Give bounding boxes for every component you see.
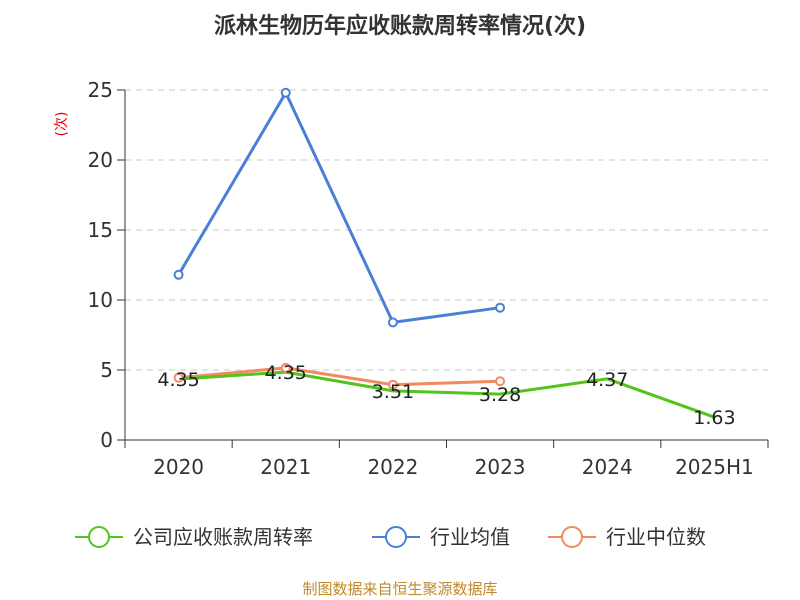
x-tick-label: 2022 xyxy=(367,455,418,479)
grid-lines xyxy=(125,89,768,371)
x-tick-label: 2024 xyxy=(582,455,633,479)
series-line xyxy=(177,91,501,324)
legend-label: 行业中位数 xyxy=(606,525,706,549)
legend-label: 公司应收账款周转率 xyxy=(133,525,313,549)
series-line xyxy=(178,370,715,419)
data-point xyxy=(173,269,184,280)
data-point xyxy=(387,317,398,328)
source-note: 制图数据来自恒生聚源数据库 xyxy=(302,580,497,598)
chart-title: 派林生物历年应收账款周转率情况(次) xyxy=(214,13,586,39)
data-point xyxy=(495,302,506,313)
x-tick-label: 2025H1 xyxy=(675,455,754,479)
data-point xyxy=(495,376,506,387)
data-point xyxy=(280,362,291,373)
x-tick-label: 2023 xyxy=(475,455,526,479)
data-point xyxy=(173,372,184,383)
data-label: 3.28 xyxy=(479,384,521,406)
x-tick-label: 2020 xyxy=(153,455,204,479)
y-tick-label: 15 xyxy=(88,218,113,242)
y-tick-label: 20 xyxy=(88,148,113,172)
y-tick-label: 0 xyxy=(100,428,113,452)
legend-marker xyxy=(88,526,110,548)
y-tick-label: 10 xyxy=(88,288,113,312)
data-label: 4.35 xyxy=(157,369,199,391)
data-label: 4.37 xyxy=(586,369,628,391)
legend-marker xyxy=(385,526,407,548)
legend: 公司应收账款周转率 行业均值 行业中位数 xyxy=(75,525,706,549)
series-lines xyxy=(177,91,715,419)
data-label: 4.35 xyxy=(265,362,307,384)
data-labels: 4.35 4.35 3.51 3.28 4.37 1.63 xyxy=(157,362,735,429)
data-point xyxy=(387,379,398,390)
y-tick-label: 25 xyxy=(88,78,113,102)
series-line xyxy=(178,366,501,387)
y-axis-unit: (次) xyxy=(54,112,70,137)
x-tick-label: 2021 xyxy=(260,455,311,479)
data-label: 3.51 xyxy=(372,381,414,403)
axes: 0 5 10 15 20 25 2020 2021 2022 2023 2024 2025H1 xyxy=(88,78,769,479)
data-points xyxy=(173,87,506,390)
data-point xyxy=(280,87,291,98)
legend-label: 行业均值 xyxy=(430,525,510,549)
legend-marker xyxy=(561,526,583,548)
data-label: 1.63 xyxy=(693,407,735,429)
y-tick-label: 5 xyxy=(100,358,113,382)
